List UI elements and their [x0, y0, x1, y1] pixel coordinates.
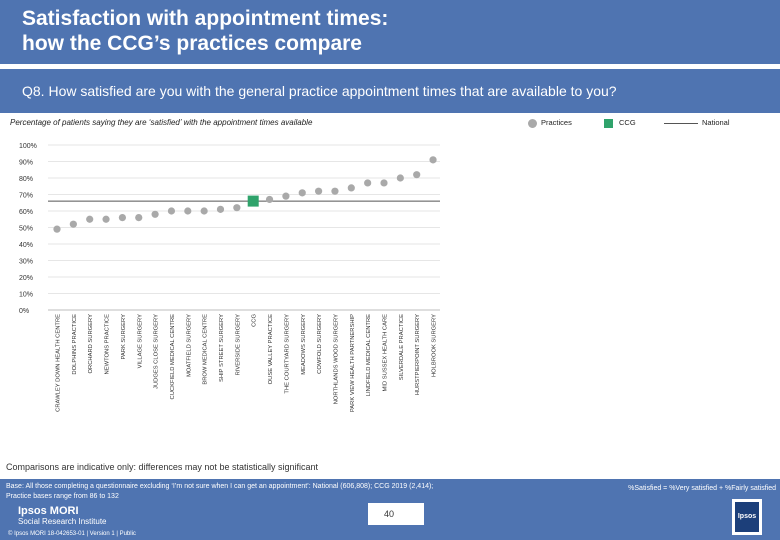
base-line-1: Base: All those completing a questionnai… [6, 483, 434, 490]
x-tick-label: VILLAGE SURGERY [137, 314, 143, 368]
x-tick-label: CCG [252, 314, 258, 327]
x-tick-label: CUCKFIELD MEDICAL CENTRE [170, 314, 176, 400]
x-tick-label: ORCHARD SURGERY [88, 314, 94, 374]
chart-subtitle: Percentage of patients saying they are ‘… [10, 118, 313, 127]
practice-point [200, 207, 208, 215]
ipsos-mori-logo: Ipsos MORI [18, 505, 79, 517]
x-tick-label: NORTHLANDS WOOD SURGERY [333, 314, 339, 404]
base-line-2: Practice bases range from 86 to 132 [6, 493, 119, 500]
x-labels-group: CRAWLEY DOWN HEALTH CENTRE DOLPHINS PRACT… [56, 314, 438, 413]
y-tick-label: 60% [19, 209, 33, 216]
y-tick-label: 20% [19, 275, 33, 282]
practice-point [184, 207, 192, 215]
x-tick-label: MID SUSSEX HEALTH CARE [383, 314, 389, 392]
practice-point [151, 210, 159, 218]
footer-text: © Ipsos MORI 18-042653-01 | Version 1 | … [8, 531, 136, 537]
satisfied-formula: %Satisfied = %Very satisfied + %Fairly s… [628, 485, 776, 492]
practice-point [69, 220, 77, 228]
x-tick-label: OUSE VALLEY PRACTICE [268, 314, 274, 384]
practice-point [380, 179, 388, 187]
practice-point [315, 187, 323, 195]
legend-national: National [664, 118, 730, 127]
title-line-2: how the CCG’s practices compare [22, 32, 362, 55]
y-tick-label: 10% [19, 292, 33, 299]
y-tick-label: 40% [19, 242, 33, 249]
chart-grid: 0% 10% 20% 30% 40% 50% 60% 70% 80% 90% 100% [19, 143, 440, 315]
practice-point [265, 195, 274, 204]
x-tick-label: CRAWLEY DOWN HEALTH CENTRE [56, 314, 62, 412]
page-number: 40 [384, 509, 395, 519]
practice-point [233, 204, 241, 212]
x-tick-label: SILVERDALE PRACTICE [399, 314, 405, 380]
national-legend-icon [664, 122, 698, 124]
logo-subtitle: Social Research Institute [18, 517, 107, 526]
chart: 0% 10% 20% 30% 40% 50% 60% 70% 80% 90% 100% CRAWLE… [19, 143, 440, 413]
y-tick-label: 80% [19, 176, 33, 183]
y-tick-label: 0% [19, 308, 29, 315]
page-title: Satisfaction with appointment times: how… [22, 6, 388, 56]
y-tick-label: 90% [19, 160, 33, 167]
legend-ccg-label: CCG [619, 118, 636, 127]
y-tick-label: 70% [19, 193, 33, 200]
legend-practices-label: Practices [541, 118, 572, 127]
ipsos-badge-icon: Ipsos [735, 502, 759, 532]
practice-point [53, 225, 61, 233]
y-tick-label: 50% [19, 226, 33, 233]
footer-banner: Base: All those completing a questionnai… [0, 479, 780, 540]
x-tick-label: LINDFIELD MEDICAL CENTRE [366, 314, 372, 396]
y-tick-label: 30% [19, 259, 33, 266]
practices-legend-icon [528, 118, 537, 128]
practice-point [282, 192, 290, 200]
significance-note: Comparisons are indicative only: differe… [6, 462, 318, 472]
question-banner: Q8. How satisfied are you with the gener… [0, 69, 780, 113]
practice-point [118, 214, 126, 222]
x-tick-label: MOATFIELD SURGERY [186, 314, 192, 377]
ccg-marker [247, 195, 259, 207]
practice-point [86, 215, 94, 223]
x-tick-label: JUDGES CLOSE SURGERY [154, 314, 160, 389]
x-tick-label: BROW MEDICAL CENTRE [203, 314, 209, 385]
practice-point [135, 214, 143, 222]
y-tick-label: 100% [19, 143, 37, 150]
practice-point [347, 184, 355, 192]
practice-point [429, 156, 437, 164]
x-tick-label: THE COURTYARD SURGERY [284, 314, 290, 394]
legend-ccg: CCG [604, 118, 636, 128]
x-tick-label: DOLPHINS PRACTICE [72, 314, 78, 375]
header-banner: Satisfaction with appointment times: how… [0, 0, 780, 64]
points-group [53, 156, 437, 233]
x-tick-label: PARK VIEW HEALTH PARTNERSHIP [350, 314, 356, 412]
practice-point [364, 179, 372, 187]
x-tick-label: PARK SURGERY [121, 314, 127, 360]
x-tick-label: MEADOWS SURGERY [301, 314, 307, 375]
practice-point [396, 174, 404, 182]
x-tick-label: RIVERSIDE SURGERY [235, 314, 241, 376]
page-number-box: 40 [368, 503, 424, 525]
question-text: Q8. How satisfied are you with the gener… [22, 83, 617, 99]
practice-point [298, 189, 306, 197]
base-text: Base: All those completing a questionnai… [6, 482, 433, 502]
x-tick-label: SHIP STREET SURGERY [219, 314, 225, 382]
practice-point [102, 215, 110, 223]
x-tick-label: COWFOLD SURGERY [317, 314, 323, 374]
x-tick-label: HOLBROOK SURGERY [432, 314, 438, 377]
ccg-legend-icon [604, 118, 613, 128]
practice-point [331, 187, 339, 195]
x-tick-label: NEWTONS PRACTICE [105, 314, 111, 375]
practice-point [167, 207, 176, 215]
legend-national-label: National [702, 118, 730, 127]
ipsos-badge: Ipsos [732, 499, 762, 535]
practice-point [216, 205, 225, 213]
title-line-1: Satisfaction with appointment times: [22, 7, 389, 30]
legend-practices: Practices [528, 118, 572, 128]
x-tick-label: HURSTPIERPOINT SURGERY [415, 314, 421, 395]
practice-point [413, 171, 421, 179]
